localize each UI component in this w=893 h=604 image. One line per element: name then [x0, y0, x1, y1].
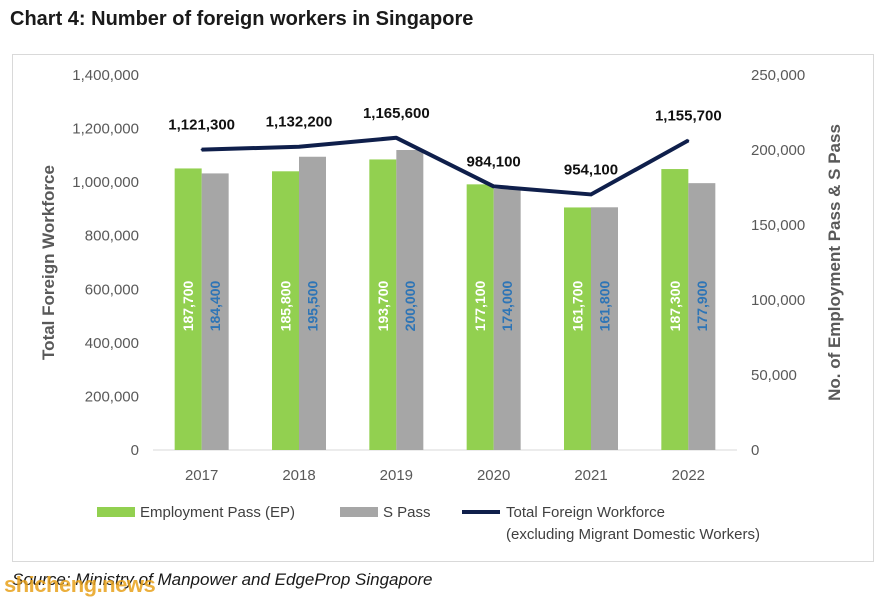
- y-left-tick-label: 1,200,000: [72, 121, 139, 138]
- total-workforce-point: [395, 136, 398, 139]
- y-right-tick-label: 100,000: [751, 292, 805, 309]
- spass-bar: [688, 183, 716, 450]
- legend-ep-label: Employment Pass (EP): [140, 504, 295, 521]
- total-workforce-line: [201, 135, 690, 197]
- total-workforce-label: 954,100: [564, 161, 618, 178]
- x-tick-label: 2017: [185, 467, 218, 484]
- ep-bar: [174, 168, 202, 450]
- spass-bar-label: 195,500: [305, 280, 321, 331]
- spass-bar-label: 177,900: [694, 280, 710, 331]
- ep-bar-label: 177,100: [472, 280, 488, 331]
- y-right-tick-label: 50,000: [751, 367, 797, 384]
- legend-ep-swatch: [97, 507, 135, 517]
- y-left-tick-label: 1,400,000: [72, 67, 139, 84]
- ep-bar-label: 185,800: [278, 280, 294, 331]
- y-left-tick-label: 800,000: [85, 228, 139, 245]
- ep-bar: [466, 184, 494, 450]
- y-left-tick-label: 200,000: [85, 388, 139, 405]
- y-left-tick-label: 1,000,000: [72, 174, 139, 191]
- spass-bar-label: 184,400: [207, 280, 223, 331]
- source-note: Source: Ministry of Manpower and EdgePro…: [12, 570, 433, 589]
- ep-bar: [272, 171, 299, 451]
- x-tick-label: 2022: [672, 467, 705, 484]
- total-workforce-point: [492, 185, 495, 188]
- legend-total-label-line2: (excluding Migrant Domestic Workers): [506, 526, 760, 543]
- total-workforce-point: [590, 193, 592, 196]
- legend-spass-swatch: [340, 507, 378, 517]
- x-tick-label: 2020: [477, 467, 510, 484]
- spass-bar: [396, 150, 424, 450]
- y-right-tick-label: 250,000: [751, 67, 805, 84]
- watermark-logo: shicheng.news: [4, 572, 156, 597]
- x-tick-label: 2019: [380, 467, 413, 484]
- y-right-tick-label: 200,000: [751, 142, 805, 159]
- y-left-tick-label: 600,000: [85, 281, 139, 298]
- ep-bar-label: 193,700: [375, 280, 391, 331]
- ep-bar: [661, 169, 689, 451]
- spass-bar-label: 161,800: [597, 280, 613, 331]
- spass-bar-label: 200,000: [402, 280, 418, 331]
- total-workforce-label: 1,155,700: [655, 107, 722, 124]
- y-left-axis-title: Total Foreign Workforce: [39, 165, 58, 360]
- y-right-axis-title: No. of Employment Pass & S Pass: [825, 124, 844, 401]
- x-tick-label: 2021: [574, 467, 607, 484]
- total-workforce-label: 984,100: [467, 153, 521, 170]
- spass-bar: [299, 156, 326, 450]
- y-right-tick-label: 0: [751, 442, 759, 459]
- ep-bar-label: 161,700: [570, 280, 586, 331]
- spass-bar: [201, 173, 229, 450]
- chart-title: Chart 4: Number of foreign workers in Si…: [10, 8, 474, 30]
- total-workforce-label: 1,165,600: [363, 105, 430, 122]
- x-tick-label: 2018: [282, 467, 315, 484]
- total-workforce-point: [200, 148, 203, 151]
- spass-bar: [493, 189, 521, 450]
- legend-spass-label: S Pass: [383, 504, 431, 521]
- y-left-tick-label: 0: [131, 442, 139, 459]
- ep-bar-label: 187,700: [180, 280, 196, 331]
- chart-frame: [12, 54, 874, 562]
- ep-bar: [564, 207, 591, 450]
- ep-bar-label: 187,300: [667, 280, 683, 331]
- ep-bar: [369, 159, 397, 450]
- total-workforce-label: 1,121,300: [168, 117, 235, 134]
- total-workforce-label: 1,132,200: [266, 114, 333, 131]
- spass-bar-label: 174,000: [499, 280, 515, 331]
- spass-bar: [591, 207, 618, 450]
- y-left-tick-label: 400,000: [85, 335, 139, 352]
- legend-total-label: Total Foreign Workforce: [506, 504, 665, 521]
- y-right-tick-label: 150,000: [751, 217, 805, 234]
- total-workforce-point: [687, 139, 690, 142]
- total-workforce-point: [298, 145, 300, 148]
